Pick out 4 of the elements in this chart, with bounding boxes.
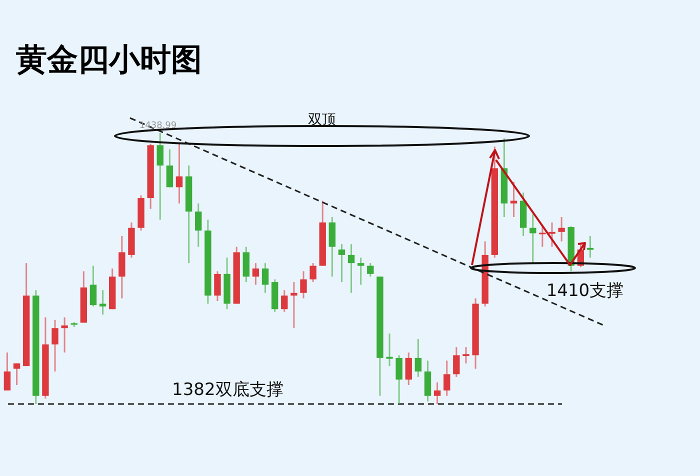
- ref-line-label: 1382双底支撑: [172, 380, 284, 400]
- annotation: 1410支撑: [546, 281, 624, 301]
- chart-title: 黄金四小时图: [16, 42, 202, 78]
- text: 双顶: [308, 112, 336, 128]
